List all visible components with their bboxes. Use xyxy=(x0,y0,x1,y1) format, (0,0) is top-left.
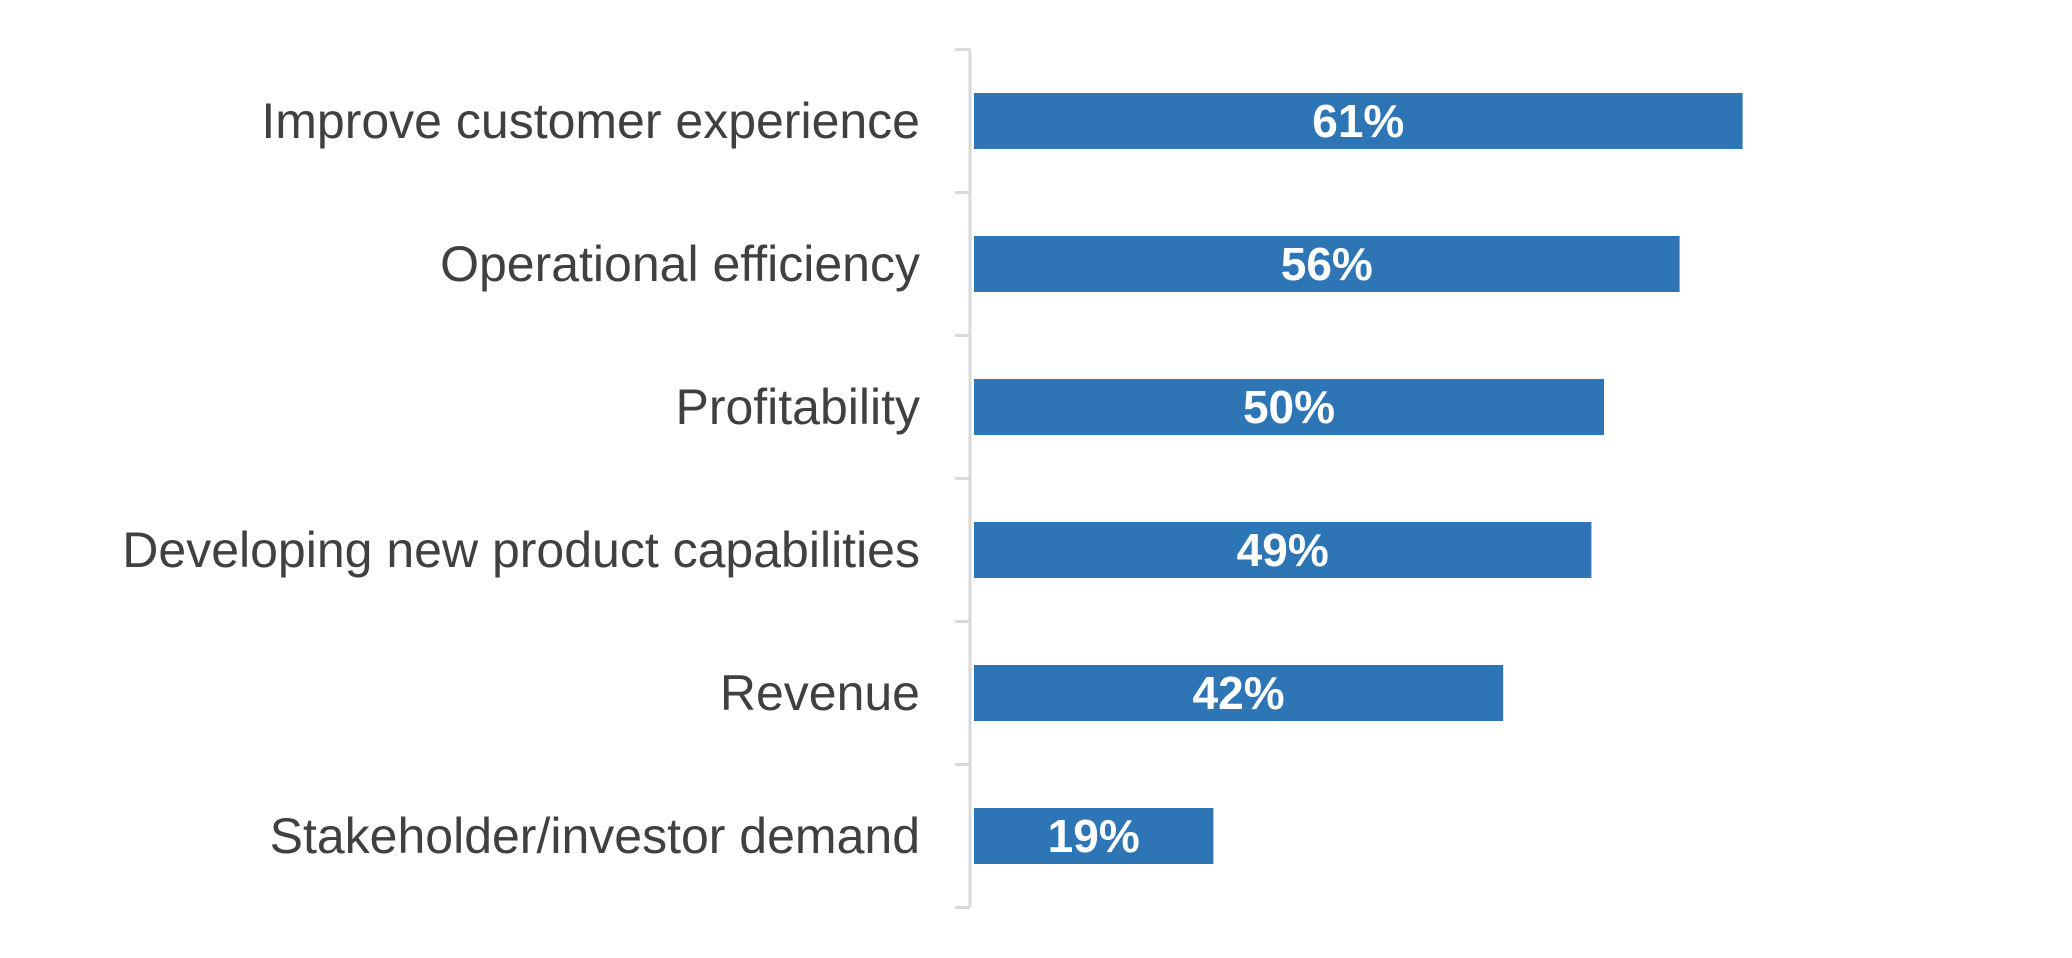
bar-value-label: 61% xyxy=(1312,95,1404,147)
category-label: Stakeholder/investor demand xyxy=(270,808,920,864)
bar-value-label: 19% xyxy=(1048,810,1140,862)
category-label: Developing new product capabilities xyxy=(122,522,920,578)
bar xyxy=(974,379,1604,435)
bar xyxy=(974,93,1743,149)
category-label: Improve customer experience xyxy=(261,93,920,149)
category-label: Profitability xyxy=(675,379,920,435)
category-label: Revenue xyxy=(720,665,920,721)
labels-layer: 61% Improve customer experience 56% Operati… xyxy=(122,93,1404,864)
bar-value-label: 42% xyxy=(1193,667,1285,719)
axis-layer xyxy=(955,48,972,909)
bar xyxy=(974,665,1504,721)
bar-value-label: 49% xyxy=(1237,524,1329,576)
category-label: Operational efficiency xyxy=(440,236,920,292)
bars-layer xyxy=(974,93,1743,864)
bar xyxy=(974,236,1680,292)
bar xyxy=(974,522,1592,578)
bar-value-label: 56% xyxy=(1281,238,1373,290)
bar-value-label: 50% xyxy=(1243,381,1335,433)
bar xyxy=(974,808,1214,864)
